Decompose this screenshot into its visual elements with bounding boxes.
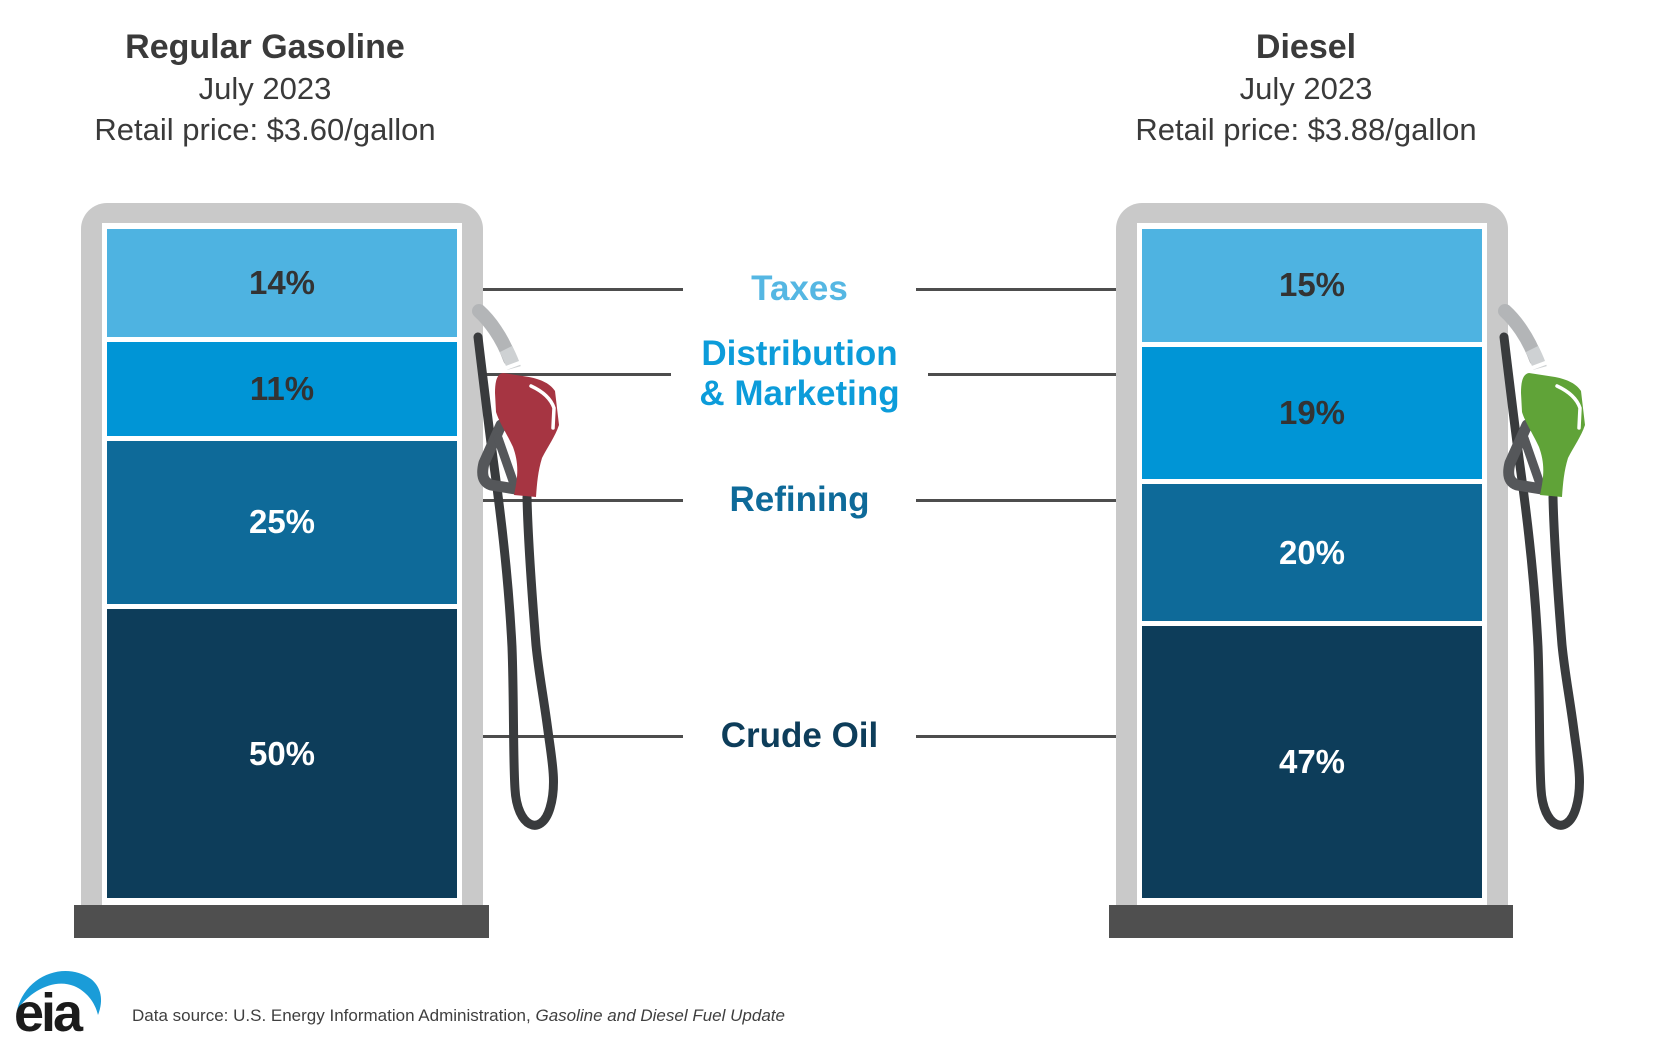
diesel-pump: 15% 19% 20% 47%: [1116, 203, 1585, 905]
nozzle-spout-notch: [1523, 360, 1549, 373]
nozzle-handle: [1503, 419, 1554, 496]
gasoline-segment-taxes: 14%: [107, 229, 457, 338]
connector-line: [915, 498, 1116, 502]
gasoline-segment-refining: 25%: [107, 440, 457, 604]
diesel-title: Diesel: [1255, 28, 1357, 66]
gasoline-segment-crude-oil: 50%: [107, 609, 457, 898]
segment-percent-label: 15%: [1278, 266, 1346, 304]
segment-percent-label: 25%: [248, 503, 316, 541]
category-row-taxes: Taxes: [483, 241, 1116, 337]
category-label-taxes: Taxes: [751, 269, 848, 309]
connector-line: [483, 498, 683, 502]
diesel-pump-display: 15% 19% 20% 47%: [1137, 223, 1487, 905]
diesel-segment-crude-oil: 47%: [1142, 626, 1482, 898]
gasoline-title-block: Regular Gasoline July 2023 Retail price:…: [40, 26, 490, 150]
diesel-retail-price: Retail price: $3.88/gallon: [1135, 112, 1477, 147]
eia-logo: eia: [14, 970, 102, 1038]
diesel-subtitle: July 2023: [1239, 71, 1373, 106]
eia-logo-text: eia: [14, 983, 84, 1038]
diesel-segment-taxes: 15%: [1142, 229, 1482, 342]
segment-percent-label: 11%: [249, 369, 315, 407]
data-source-prefix: Data source: U.S. Energy Information Adm…: [132, 1006, 536, 1025]
category-label-refining: Refining: [729, 480, 870, 520]
diesel-pump-base: [1109, 905, 1513, 938]
connector-line: [483, 734, 683, 738]
gasoline-pump-display: 14% 11% 25% 50%: [102, 223, 462, 905]
gasoline-pump-base: [74, 905, 489, 938]
data-source-line: Data source: U.S. Energy Information Adm…: [132, 1006, 785, 1026]
connector-line: [916, 734, 1116, 738]
connector-line: [916, 287, 1116, 291]
nozzle-spout: [1498, 304, 1543, 366]
diesel-nozzle-icon: [1498, 304, 1585, 830]
segment-percent-label: 20%: [1278, 533, 1346, 571]
category-row-refining: Refining: [483, 452, 1116, 548]
diesel-title-block: Diesel July 2023 Retail price: $3.88/gal…: [1081, 26, 1531, 150]
gasoline-pump: 14% 11% 25% 50%: [81, 203, 559, 905]
gasoline-subtitle: July 2023: [198, 71, 332, 106]
segment-percent-label: 19%: [1278, 393, 1346, 431]
data-source-publication: Gasoline and Diesel Fuel Update: [535, 1006, 785, 1025]
diesel-segment-distribution-marketing: 19%: [1142, 346, 1482, 479]
connector-line: [483, 287, 683, 291]
segment-percent-label: 14%: [248, 264, 316, 302]
category-row-distribution-marketing: Distribution & Marketing: [483, 326, 1116, 422]
category-label-crude-oil: Crude Oil: [720, 716, 879, 756]
eia-logo-swoosh: [17, 970, 102, 1015]
nozzle-body: [1521, 373, 1585, 497]
gasoline-title: Regular Gasoline: [125, 28, 405, 66]
diesel-segment-refining: 20%: [1142, 483, 1482, 622]
segment-percent-label: 47%: [1278, 743, 1346, 781]
segment-percent-label: 50%: [248, 734, 316, 772]
category-row-crude-oil: Crude Oil: [483, 688, 1116, 784]
nozzle-handle-grip: [1519, 433, 1544, 486]
nozzle-highlight: [1555, 384, 1582, 430]
connector-line: [927, 372, 1116, 376]
connector-line: [483, 372, 672, 376]
hose: [1499, 332, 1584, 830]
gasoline-segment-distribution-marketing: 11%: [107, 342, 457, 436]
gasoline-retail-price: Retail price: $3.60/gallon: [94, 112, 436, 147]
category-label-distribution-marketing: Distribution & Marketing: [699, 334, 900, 413]
nozzle-spout-tip: [1525, 345, 1547, 371]
